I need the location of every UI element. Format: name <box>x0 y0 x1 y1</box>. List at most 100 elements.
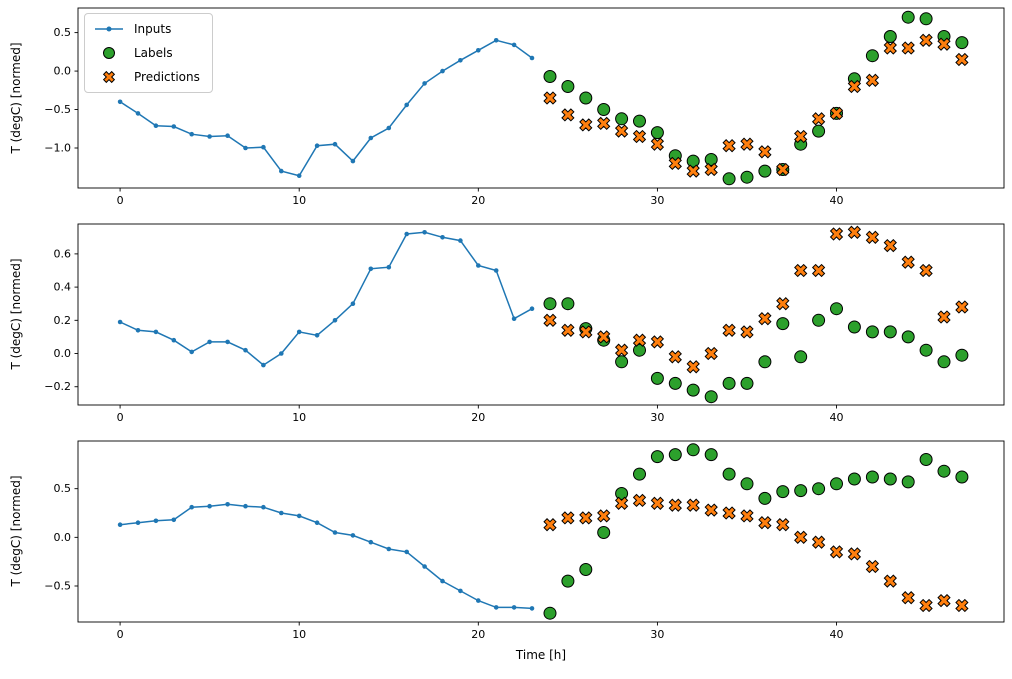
y-axis-ticks: 0.5 0.0 −0.5 <box>44 482 78 592</box>
prediction-point <box>955 300 969 314</box>
prediction-point <box>614 124 629 138</box>
label-point <box>919 12 933 26</box>
label-point <box>955 36 969 50</box>
ylabel-subplot-2: T (degC) [normed] <box>9 258 23 370</box>
prediction-point <box>668 498 682 512</box>
label-point <box>722 376 736 390</box>
x-tick-label: 10 <box>292 411 306 424</box>
label-point <box>901 330 915 344</box>
labels-markers <box>543 10 969 186</box>
prediction-point <box>937 593 951 608</box>
prediction-point <box>740 509 754 523</box>
label-point <box>812 482 826 496</box>
xlabel-time: Time [h] <box>515 648 567 662</box>
label-point <box>758 491 772 505</box>
prediction-point <box>561 108 575 122</box>
prediction-point <box>632 493 647 508</box>
prediction-point <box>722 323 736 337</box>
label-point <box>615 112 629 126</box>
label-point <box>686 443 700 457</box>
prediction-point <box>597 330 611 344</box>
label-point <box>579 91 593 105</box>
prediction-point <box>829 545 844 559</box>
predictions-markers <box>543 225 969 374</box>
prediction-point <box>686 360 700 374</box>
y-tick-label: −0.5 <box>44 579 71 592</box>
x-tick-label: 40 <box>830 194 844 207</box>
label-point <box>830 477 843 491</box>
prediction-point <box>776 162 790 177</box>
x-tick-label: 10 <box>292 628 306 641</box>
x-tick-label: 30 <box>650 194 664 207</box>
labels-markers <box>543 297 969 404</box>
label-point <box>830 302 843 316</box>
x-tick-label: 20 <box>471 194 485 207</box>
label-point <box>919 453 933 466</box>
legend-label-predictions: Predictions <box>134 70 200 84</box>
subplot-2: 0.6 0.4 0.2 0.0 −0.2 0 10 20 30 40 <box>44 223 1005 424</box>
prediction-point <box>901 255 915 269</box>
label-point <box>561 297 575 311</box>
label-point <box>597 526 611 539</box>
label-point <box>561 574 575 588</box>
label-point <box>937 464 951 478</box>
prediction-point <box>919 33 933 47</box>
x-tick-label: 0 <box>117 628 124 641</box>
prediction-point <box>865 230 880 244</box>
label-point <box>847 320 861 334</box>
x-tick-label: 40 <box>830 628 844 641</box>
prediction-point <box>758 145 772 159</box>
label-point <box>686 154 700 168</box>
prediction-point <box>847 79 862 94</box>
x-tick-label: 0 <box>117 411 124 424</box>
label-point <box>615 355 629 369</box>
label-point <box>883 325 897 339</box>
x-tick-label: 0 <box>117 194 124 207</box>
prediction-point <box>847 225 862 239</box>
predictions-markers <box>543 493 969 613</box>
label-point <box>740 170 754 184</box>
prediction-point <box>668 156 682 171</box>
prediction-point <box>937 37 951 51</box>
y-tick-label: 0.6 <box>54 247 72 260</box>
inputs-line-icon <box>93 21 125 37</box>
label-point <box>704 153 718 166</box>
prediction-point <box>794 263 808 278</box>
prediction-point <box>597 509 611 523</box>
inputs-markers <box>117 38 535 178</box>
label-point <box>633 467 646 481</box>
label-point <box>579 563 593 576</box>
prediction-point <box>883 574 897 588</box>
label-point <box>633 343 646 357</box>
y-tick-label: −1.0 <box>44 142 71 155</box>
prediction-point <box>632 333 647 347</box>
x-tick-label: 30 <box>650 628 664 641</box>
prediction-point <box>561 323 575 337</box>
label-point <box>812 124 826 138</box>
prediction-point <box>686 498 700 512</box>
prediction-point <box>614 496 629 510</box>
prediction-point <box>579 118 593 132</box>
prediction-point <box>543 91 557 105</box>
prediction-point <box>579 511 593 525</box>
prediction-point <box>829 106 844 121</box>
axes-frame <box>77 223 1005 406</box>
label-point <box>812 313 826 327</box>
y-tick-label: 0.5 <box>54 26 72 39</box>
label-point <box>633 114 646 128</box>
y-axis-ticks: 0.6 0.4 0.2 0.0 −0.2 <box>44 247 78 393</box>
label-point <box>650 450 664 464</box>
label-point <box>865 470 879 484</box>
prediction-point <box>776 518 790 532</box>
prediction-point <box>794 129 808 144</box>
label-point <box>722 467 736 481</box>
x-tick-label: 20 <box>471 411 485 424</box>
prediction-point <box>597 116 611 131</box>
prediction-point <box>758 516 772 530</box>
subplot-1: 0.5 0.0 −0.5 −1.0 0 10 20 30 40 <box>44 7 1005 207</box>
label-point <box>668 448 682 462</box>
predictions-x-icon <box>93 69 125 85</box>
prediction-point <box>919 263 933 278</box>
